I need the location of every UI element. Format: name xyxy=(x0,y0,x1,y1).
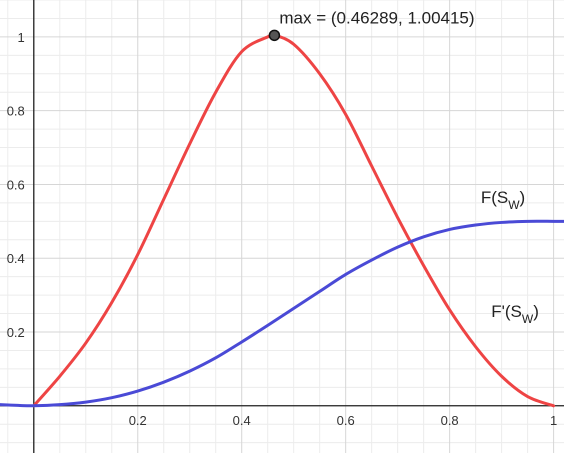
y-tick-label: 0.2 xyxy=(7,325,25,340)
x-tick-label: 0.4 xyxy=(233,413,251,428)
series-label-f-prime: F'(SW) xyxy=(491,302,539,326)
max-point[interactable] xyxy=(268,29,281,42)
tick-labels: 0.2 0.4 0.6 0.8 1 0.2 0.4 0.6 0.8 1 xyxy=(7,30,558,428)
x-tick-label: 0.6 xyxy=(337,413,355,428)
series-label-f: F(SW) xyxy=(481,188,525,212)
annotations: max = (0.46289, 1.00415) xyxy=(268,8,475,42)
y-tick-label: 0.8 xyxy=(7,104,25,119)
y-tick-label: 0.6 xyxy=(7,177,25,192)
y-tick-label: 0.4 xyxy=(7,251,25,266)
series-line-f[interactable] xyxy=(0,219,564,408)
x-tick-label: 1 xyxy=(550,413,557,428)
curves: F'(SW) F(SW) xyxy=(0,33,564,408)
series-line-f-prime[interactable] xyxy=(32,33,556,408)
x-tick-label: 0.8 xyxy=(441,413,459,428)
x-tick-label: 0.2 xyxy=(129,413,147,428)
max-point-label: max = (0.46289, 1.00415) xyxy=(279,8,474,27)
y-tick-label: 1 xyxy=(18,30,25,45)
